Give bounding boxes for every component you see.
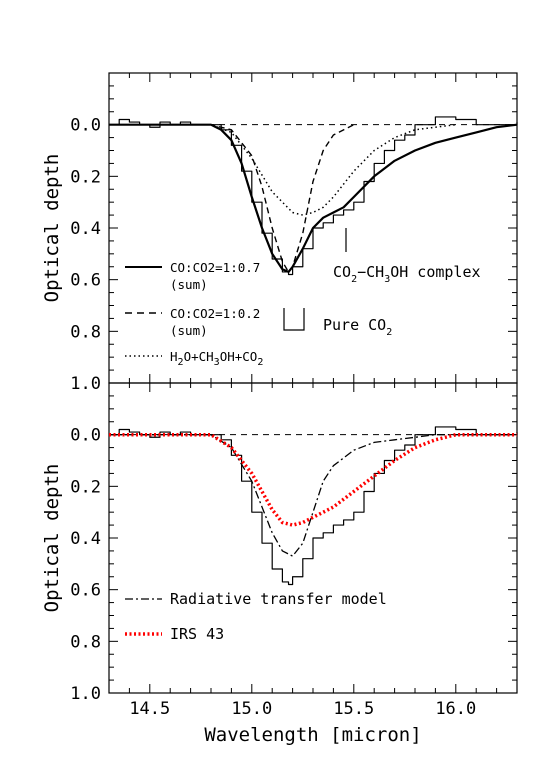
series-dashdot [109, 434, 517, 557]
x-tick-label: 15.5 [333, 699, 374, 719]
legend-label-irs: IRS 43 [170, 625, 224, 643]
y-tick-label: 0.2 [70, 167, 101, 187]
y-tick-label: 1.0 [70, 684, 101, 704]
pure-co2-bracket [283, 308, 305, 331]
y-tick-label: 0.4 [70, 219, 101, 239]
x-tick-label: 15.0 [231, 699, 272, 719]
series-histogram [109, 426, 518, 586]
y-tick-label: 1.0 [70, 374, 101, 394]
y-tick-label: 0.6 [70, 581, 101, 601]
y-tick-label: 0.0 [70, 116, 101, 136]
y-tick-label: 0.6 [70, 271, 101, 291]
y-tick-label: 0.2 [70, 477, 101, 497]
legend-label-rt: Radiative transfer model [170, 590, 387, 608]
legend-label-1: CO:CO2=1:0.7 [170, 260, 260, 275]
y-axis-title-bottom: Optical depth [41, 464, 63, 613]
legend-label-3: H2O+CH3OH+CO2 [170, 349, 263, 368]
bottom-legend: Radiative transfer model IRS 43 [125, 590, 387, 643]
series-dashed [109, 124, 355, 273]
top-legend: CO:CO2=1:0.7 (sum) CO:CO2=1:0.2 (sum) H2… [125, 260, 263, 368]
y-tick-label: 0.0 [70, 426, 101, 446]
axis-ticks [108, 72, 518, 694]
y-tick-label: 0.8 [70, 632, 101, 652]
top-panel-series [109, 116, 518, 276]
y-tick-label: 0.8 [70, 322, 101, 342]
complex-label: CO2−CH3OH complex [333, 263, 481, 285]
annotations: CO2−CH3OH complex Pure CO2 [283, 228, 481, 338]
series-solid [109, 123, 518, 273]
y-tick-label: 0.4 [70, 529, 101, 549]
x-tick-label: 14.5 [129, 699, 170, 719]
legend-sub-2: (sum) [170, 323, 208, 338]
x-axis-title: Wavelength [micron] [204, 724, 421, 746]
legend-sub-1: (sum) [170, 277, 208, 292]
legend-label-2: CO:CO2=1:0.2 [170, 306, 260, 321]
tick-labels: 14.5 15.0 15.5 16.0 0.0 0.2 0.4 0.6 0.8 1.0 0.0 0.2… [70, 116, 476, 719]
x-tick-label: 16.0 [435, 699, 476, 719]
series-dotted [109, 123, 456, 216]
pure-co2-label: Pure CO2 [323, 316, 392, 338]
series-dotted-thick [109, 432, 517, 527]
y-axis-title-top: Optical depth [41, 154, 63, 303]
bottom-panel-series [109, 426, 518, 586]
series-histogram [109, 116, 518, 276]
